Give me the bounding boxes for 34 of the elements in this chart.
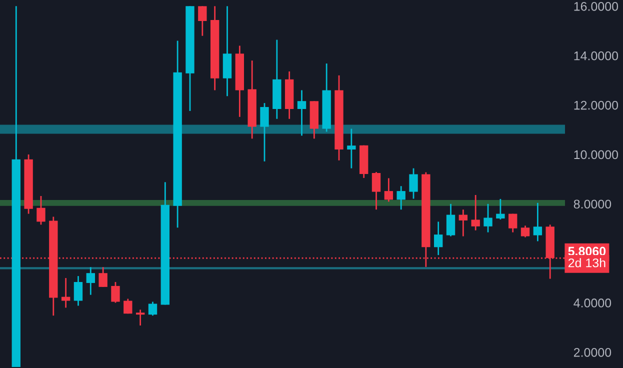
candlestick: [297, 90, 306, 136]
candlestick: [124, 298, 132, 314]
candlestick: [520, 224, 530, 238]
candlestick: [484, 203, 492, 234]
candlestick: [384, 177, 394, 202]
text: 2d 13h: [568, 258, 606, 268]
y-tick-label: 14.0000: [574, 51, 618, 60]
candlestick: [434, 220, 443, 256]
candlestick: [347, 128, 356, 169]
candlestick: [74, 275, 83, 306]
candlestick: [61, 277, 70, 308]
candlestick: [260, 102, 269, 162]
candlestick: [508, 213, 518, 234]
y-tick-label: 4.0000: [574, 298, 612, 308]
candlestick: [458, 208, 468, 237]
candlestick: [372, 171, 381, 210]
y-tick-label: 16.0000: [574, 2, 618, 11]
candlestick: [136, 308, 145, 326]
candlestick: [446, 203, 456, 237]
candlestick: [409, 168, 418, 200]
candlestick: [36, 195, 46, 226]
candlestick: [86, 266, 95, 296]
y-tick-label: 8.0000: [574, 200, 612, 209]
y-tick-label: 10.0000: [574, 150, 618, 160]
candlestick: [533, 202, 542, 242]
candlestick: [98, 266, 108, 288]
candlestick: [396, 185, 406, 210]
candlestick: [471, 194, 480, 232]
candlestick: [148, 301, 158, 316]
y-tick-label: 2.0000: [574, 348, 612, 357]
y-tick-label: 12.0000: [574, 100, 618, 110]
candlestick: [198, 5, 207, 37]
candlestick: [111, 281, 120, 304]
candlestick: [496, 198, 505, 220]
